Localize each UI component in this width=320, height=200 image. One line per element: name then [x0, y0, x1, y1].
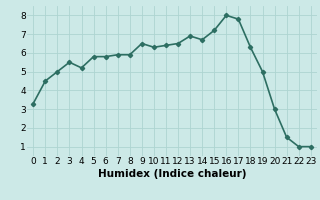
X-axis label: Humidex (Indice chaleur): Humidex (Indice chaleur): [98, 169, 246, 179]
